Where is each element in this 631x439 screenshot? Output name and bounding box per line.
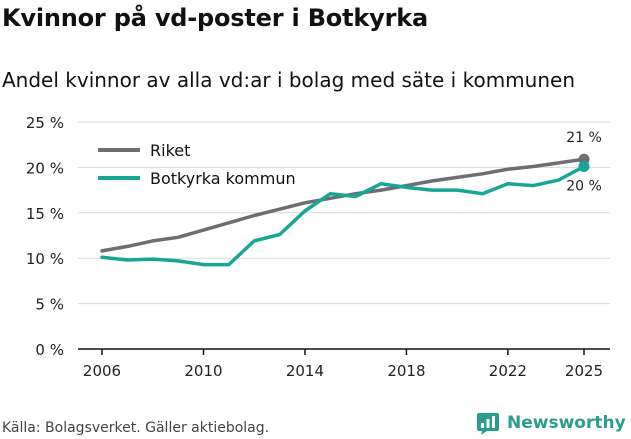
riket-end-label: 21 % [566, 130, 602, 146]
chart-subtitle: Andel kvinnor av alla vd:ar i bolag med … [2, 68, 575, 92]
x-tick-label: 2014 [286, 362, 324, 380]
x-tick-label: 2010 [184, 362, 222, 380]
botkyrka-legend-label: Botkyrka kommun [150, 169, 296, 188]
y-tick-label: 20 % [26, 159, 64, 177]
page-title: Kvinnor på vd-poster i Botkyrka [2, 4, 428, 32]
bar-chart-icon [477, 413, 499, 435]
botkyrka-end-label: 20 % [566, 178, 602, 194]
riket-legend-label: Riket [150, 141, 190, 160]
brand-logo: Newsworthy [476, 409, 626, 437]
y-tick-label: 5 % [35, 296, 64, 314]
y-tick-label: 25 % [26, 114, 64, 132]
x-tick-label: 2025 [565, 362, 603, 380]
botkyrka-series-line [100, 164, 586, 267]
y-tick-label: 10 % [26, 250, 64, 268]
brand-name: Newsworthy [507, 413, 626, 433]
botkyrka-end-point [578, 160, 590, 172]
x-tick-label: 2006 [83, 362, 121, 380]
y-tick-label: 15 % [26, 205, 64, 223]
y-tick-label: 0 % [35, 341, 64, 359]
source-note: Källa: Bolagsverket. Gäller aktiebolag. [2, 420, 270, 436]
x-tick-label: 2022 [489, 362, 527, 380]
x-tick-label: 2018 [387, 362, 425, 380]
